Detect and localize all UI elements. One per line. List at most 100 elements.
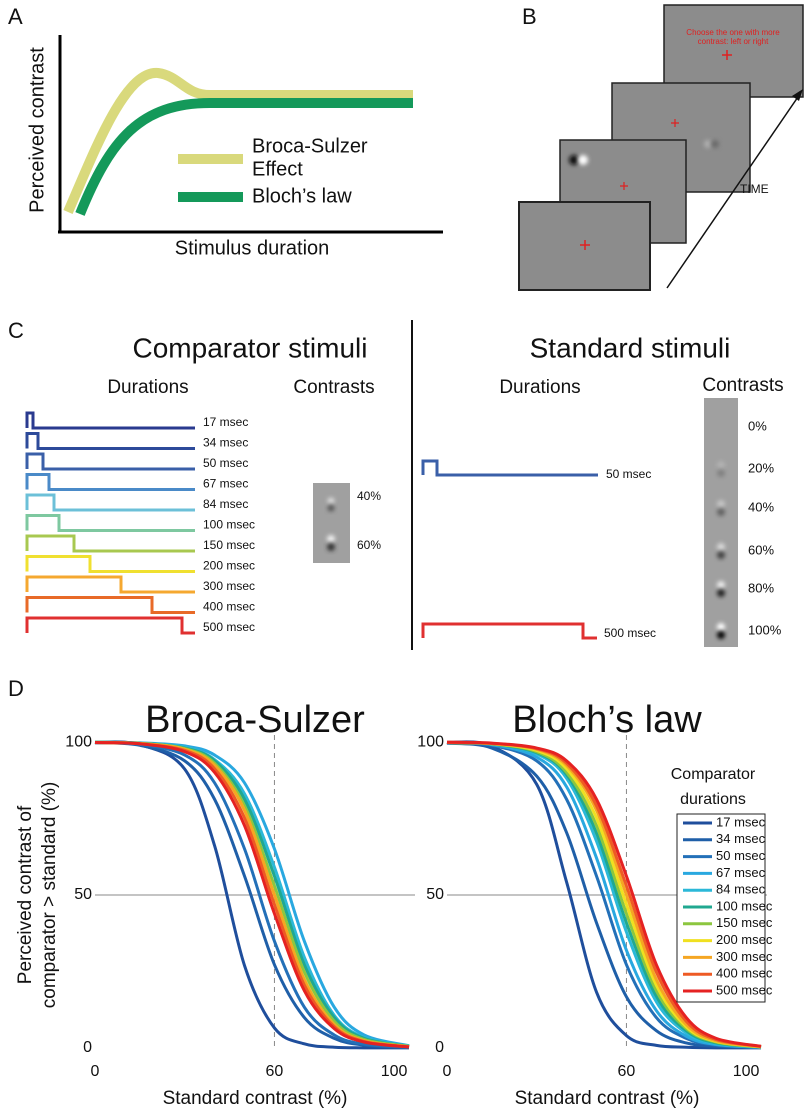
- legend-label: 300 msec: [716, 949, 773, 964]
- y-axis-label: comparator > standard (%): [39, 782, 60, 1009]
- y-tick-label: 100: [65, 733, 92, 750]
- step-profile: [25, 473, 195, 491]
- stimulus-strip: [704, 398, 738, 647]
- axis-label: Perceived contrast: [26, 47, 48, 213]
- curve: [94, 741, 410, 1050]
- legend-label: 150 msec: [716, 915, 773, 930]
- duration-label: 84 msec: [203, 497, 248, 511]
- curve: [446, 741, 762, 1050]
- gabor: [717, 461, 725, 469]
- screen: [663, 4, 804, 98]
- y-tick-label: 50: [426, 886, 444, 903]
- step-profile: [25, 596, 195, 614]
- step-profile: [421, 622, 597, 640]
- y-tick-label: 0: [435, 1039, 444, 1056]
- legend-label: 100 msec: [716, 898, 773, 913]
- duration-label: 100 msec: [203, 518, 255, 532]
- heading: Contrasts: [293, 377, 374, 398]
- step-profile: [25, 534, 195, 553]
- duration-label: 500 msec: [203, 620, 255, 634]
- gabor: [717, 469, 725, 477]
- contrast-label: 60%: [357, 538, 381, 552]
- step-profile: [25, 452, 195, 471]
- contrast-label: 40%: [357, 489, 381, 503]
- y-tick-label: 0: [83, 1039, 92, 1056]
- step-profile: [421, 459, 598, 477]
- section-title: Comparator stimuli: [133, 332, 368, 363]
- contrast-label: 100%: [748, 622, 782, 637]
- duration-label: 34 msec: [203, 436, 248, 450]
- panel-label: C: [8, 318, 24, 343]
- gabor: [717, 581, 725, 589]
- gabor: [569, 155, 579, 165]
- fixation: [580, 240, 590, 250]
- curve: [94, 741, 410, 1049]
- legend-title: durations: [680, 791, 746, 808]
- x-tick-label: 100: [381, 1063, 408, 1080]
- y-axis-label: Perceived contrast of: [15, 805, 36, 984]
- x-tick-label: 100: [733, 1063, 760, 1080]
- duration-label: 17 msec: [203, 415, 248, 429]
- x-tick-label: 0: [443, 1063, 452, 1080]
- duration-label: 150 msec: [203, 538, 255, 552]
- duration-label: 50 msec: [203, 456, 248, 470]
- step-profile: [25, 616, 195, 635]
- legend-label: Effect: [252, 158, 303, 180]
- heading: Durations: [499, 377, 580, 398]
- panel-label: B: [522, 4, 537, 29]
- panel-a: A Perceived contrast Stimulus duration B…: [8, 4, 443, 259]
- contrast-label: 0%: [748, 418, 767, 433]
- stimulus-strip: [313, 483, 350, 563]
- y-tick-label: 100: [417, 733, 444, 750]
- step-profile: [25, 575, 195, 594]
- panel-label: A: [8, 4, 23, 29]
- gabor: [327, 497, 335, 505]
- duration-label: 200 msec: [203, 559, 255, 573]
- instruction: contrast: left or right: [698, 37, 769, 46]
- panel-c: C Comparator stimuli Durations Contrasts…: [8, 318, 784, 650]
- gabor: [717, 551, 725, 559]
- panel-b: B Choose the one with more contrast: lef…: [518, 4, 804, 291]
- duration-label: 50 msec: [606, 467, 651, 481]
- chart-title: Broca-Sulzer: [145, 699, 365, 741]
- curve: [75, 98, 413, 216]
- heading: Durations: [107, 377, 188, 398]
- curve: [446, 741, 762, 1049]
- curve: [94, 740, 410, 1050]
- legend-label: 50 msec: [716, 848, 766, 863]
- step-profile: [25, 411, 195, 430]
- fixation: [671, 119, 679, 127]
- legend-title: Comparator: [671, 766, 756, 783]
- duration-label: 67 msec: [203, 477, 248, 491]
- legend-label: 67 msec: [716, 865, 766, 880]
- x-tick-label: 60: [618, 1063, 636, 1080]
- gabor: [717, 543, 725, 551]
- step-profile: [25, 555, 195, 573]
- curve: [63, 68, 413, 214]
- gabor: [578, 155, 588, 165]
- legend-label: Bloch’s law: [252, 185, 352, 207]
- x-axis-label: Standard contrast (%): [515, 1088, 700, 1109]
- instruction: Choose the one with more: [686, 28, 780, 37]
- section-title: Standard stimuli: [530, 332, 731, 363]
- curve: [446, 740, 762, 1048]
- gabor: [711, 140, 719, 148]
- panel-label: D: [8, 676, 24, 701]
- gabor: [717, 508, 725, 516]
- fixation: [722, 50, 732, 60]
- x-tick-label: 60: [266, 1063, 284, 1080]
- legend-label: 17 msec: [716, 814, 766, 829]
- chart-title: Bloch’s law: [512, 699, 702, 741]
- legend-label: 400 msec: [716, 966, 773, 981]
- gabor: [717, 500, 725, 508]
- contrast-label: 20%: [748, 460, 774, 475]
- gabor: [327, 543, 335, 551]
- time-arrow: [666, 93, 801, 289]
- axis-label: Stimulus duration: [175, 237, 330, 259]
- gabor: [717, 623, 725, 631]
- curve: [94, 741, 410, 1049]
- duration-label: 300 msec: [203, 579, 255, 593]
- gabor: [717, 589, 725, 597]
- legend-label: 500 msec: [716, 982, 773, 997]
